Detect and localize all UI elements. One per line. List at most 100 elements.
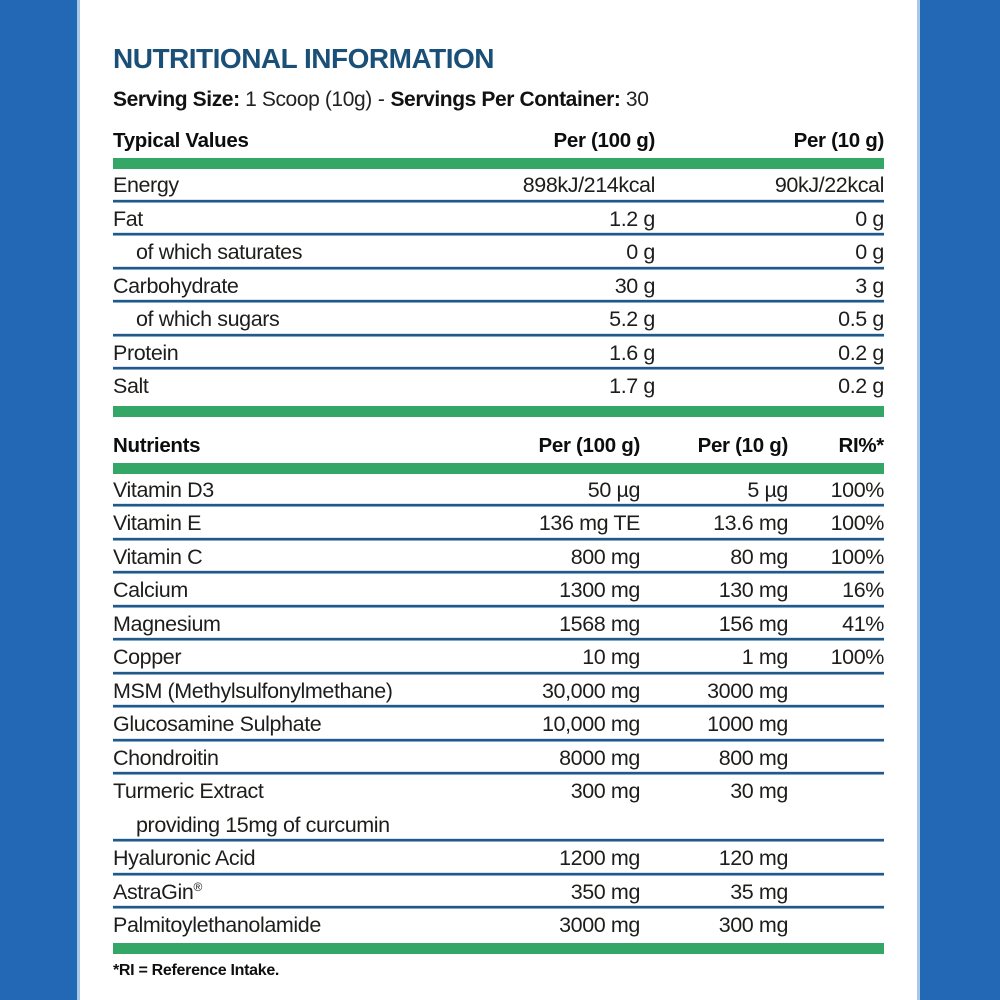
value-per-100g: 1300 mg — [559, 578, 640, 603]
value-ri-percent: 100% — [830, 544, 885, 569]
table-row: Protein 1.6 g 0.2 g — [113, 337, 884, 371]
column-header-per-100g: Per (100 g) — [553, 129, 655, 152]
value-per-10g: 0.2 g — [838, 374, 884, 399]
serving-size-label: Serving Size: — [113, 88, 240, 111]
serving-size-value: 1 Scoop (10g) — [245, 88, 372, 111]
value-per-100g: 3000 mg — [559, 913, 640, 938]
nutrient-name: MSM (Methylsulfonylmethane) — [113, 678, 393, 703]
nutrient-name: Palmitoylethanolamide — [113, 913, 321, 938]
table-row: Palmitoylethanolamide 3000 mg 300 mg — [113, 909, 884, 943]
value-per-10g: 0.2 g — [838, 340, 884, 365]
nutrient-name: Vitamin D3 — [113, 477, 214, 502]
column-header-typical-values: Typical Values — [113, 129, 249, 152]
value-per-10g: 120 mg — [718, 846, 789, 871]
value-per-100g: 136 mg TE — [538, 511, 641, 536]
table-row: AstraGin® 350 mg 35 mg — [113, 876, 884, 910]
nutrient-name: Copper — [113, 645, 182, 670]
value-per-100g: 0 g — [626, 240, 655, 265]
value-ri-percent: 41% — [842, 611, 884, 636]
servings-per-container-value: 30 — [625, 88, 649, 111]
serving-separator: - — [377, 88, 385, 111]
table-row: Chondroitin 8000 mg 800 mg — [113, 742, 884, 776]
nutrient-name: AstraGin® — [113, 879, 202, 904]
left-border-band — [0, 0, 80, 1000]
value-per-100g: 898kJ/214kcal — [522, 173, 656, 198]
nutrient-name: Hyaluronic Acid — [113, 846, 256, 871]
value-ri-percent: 100% — [830, 645, 885, 670]
table-row: MSM (Methylsulfonylmethane) 30,000 mg 3000… — [113, 675, 884, 709]
table-row: Copper 10 mg 1 mg 100% — [113, 641, 884, 675]
value-ri-percent: 100% — [830, 511, 885, 536]
table-row: Glucosamine Sulphate 10,000 mg 1000 mg — [113, 708, 884, 742]
nutrient-name: of which sugars — [136, 307, 280, 332]
nutrients-table: Vitamin D3 50 µg 5 µg 100% Vitamin E 136 mg T… — [113, 474, 884, 943]
typical-values-table: Energy 898kJ/214kcal 90kJ/22kcal Fat 1.2 g 0 … — [113, 169, 884, 404]
value-ri-percent: 16% — [842, 578, 884, 603]
right-border-band — [917, 0, 1000, 1000]
table-row: Calcium 1300 mg 130 mg 16% — [113, 574, 884, 608]
table-row: of which sugars 5.2 g 0.5 g — [113, 303, 884, 337]
green-divider-bar — [113, 462, 884, 474]
value-per-10g: 90kJ/22kcal — [774, 173, 885, 198]
value-per-10g: 35 mg — [730, 879, 788, 904]
value-per-100g: 1200 mg — [559, 846, 640, 871]
value-per-100g: 30,000 mg — [541, 678, 640, 703]
nutrient-name: Carbohydrate — [113, 273, 239, 298]
table-row: providing 15mg of curcumin — [113, 809, 884, 843]
servings-per-container-label: Servings Per Container: — [390, 88, 621, 111]
value-per-10g: 130 mg — [718, 578, 789, 603]
green-divider-bar — [113, 942, 884, 954]
table-row: Vitamin C 800 mg 80 mg 100% — [113, 541, 884, 575]
table-row: Vitamin E 136 mg TE 13.6 mg 100% — [113, 507, 884, 541]
table-row: Fat 1.2 g 0 g — [113, 203, 884, 237]
value-per-10g: 30 mg — [730, 779, 788, 804]
table-row: of which saturates 0 g 0 g — [113, 236, 884, 270]
value-per-100g: 10 mg — [582, 645, 640, 670]
value-per-100g: 50 µg — [587, 477, 641, 502]
value-per-100g: 1.2 g — [609, 206, 655, 231]
table-row: Carbohydrate 30 g 3 g — [113, 270, 884, 304]
table-row: Vitamin D3 50 µg 5 µg 100% — [113, 474, 884, 508]
nutrient-name: Energy — [113, 173, 179, 198]
value-per-10g: 800 mg — [718, 745, 789, 770]
serving-info: Serving Size: 1 Scoop (10g) - Servings Per… — [113, 87, 884, 112]
value-per-100g: 8000 mg — [559, 745, 640, 770]
value-per-10g: 300 mg — [718, 913, 789, 938]
nutrient-name: Turmeric Extract — [113, 779, 264, 804]
column-header-per-10g: Per (10 g) — [697, 433, 789, 457]
nutrient-name: Calcium — [113, 578, 188, 603]
column-header-per-100g: Per (100 g) — [538, 433, 640, 457]
page-title: NUTRITIONAL INFORMATION — [113, 43, 494, 74]
value-per-100g: 350 mg — [570, 879, 641, 904]
value-per-10g: 156 mg — [718, 611, 789, 636]
table-row: Hyaluronic Acid 1200 mg 120 mg — [113, 842, 884, 876]
value-per-100g: 10,000 mg — [541, 712, 640, 737]
value-per-10g: 0 g — [855, 240, 884, 265]
column-header-per-10g: Per (10 g) — [793, 129, 885, 152]
green-divider-bar — [113, 158, 884, 169]
value-per-100g: 30 g — [614, 273, 656, 298]
nutrient-name: Magnesium — [113, 611, 221, 636]
value-per-100g: 5.2 g — [609, 307, 655, 332]
table-row: Energy 898kJ/214kcal 90kJ/22kcal — [113, 169, 884, 203]
value-per-10g: 3 g — [855, 273, 884, 298]
nutrient-name: of which saturates — [136, 240, 303, 265]
value-per-100g: 1568 mg — [559, 611, 640, 636]
value-per-100g: 800 mg — [570, 544, 641, 569]
value-per-10g: 0.5 g — [838, 307, 884, 332]
value-per-100g: 300 mg — [570, 779, 641, 804]
value-per-100g: 1.6 g — [609, 340, 655, 365]
value-per-10g: 1000 mg — [707, 712, 788, 737]
value-per-10g: 80 mg — [730, 544, 788, 569]
value-per-10g: 5 µg — [747, 477, 788, 502]
value-ri-percent: 100% — [830, 477, 885, 502]
table-row: Magnesium 1568 mg 156 mg 41% — [113, 608, 884, 642]
nutrition-panel: NUTRITIONAL INFORMATION Serving Size: 1 … — [113, 0, 884, 980]
value-per-10g: 0 g — [855, 206, 884, 231]
green-divider-bar — [113, 405, 884, 417]
value-per-10g: 3000 mg — [707, 678, 788, 703]
value-per-10g: 1 mg — [741, 645, 789, 670]
nutrient-name: Glucosamine Sulphate — [113, 712, 322, 737]
nutrient-name: Fat — [113, 206, 143, 231]
value-per-10g: 13.6 mg — [713, 511, 788, 536]
